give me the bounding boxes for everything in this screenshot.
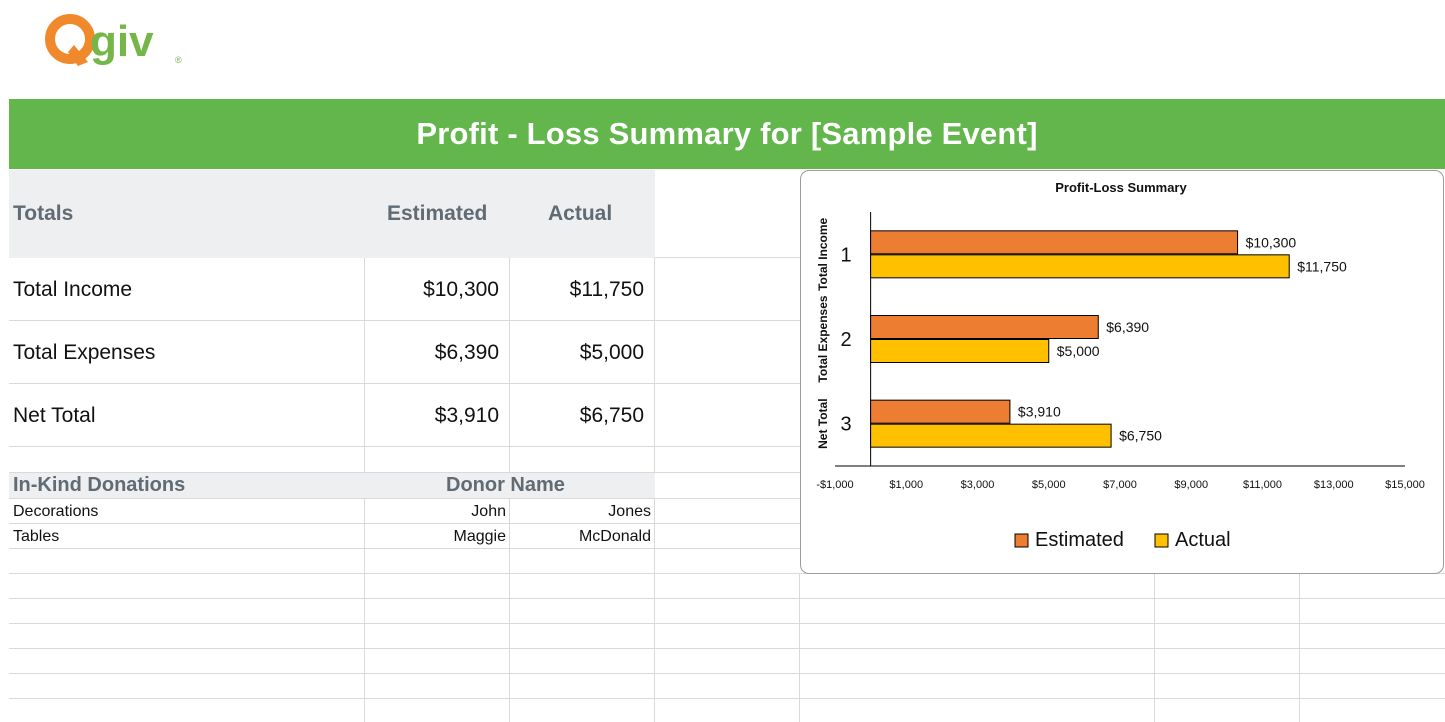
inkind-item-decorations[interactable]: Decorations [13, 503, 99, 520]
row-label-net-total[interactable]: Net Total [13, 404, 96, 427]
legend-swatch-actual [1154, 533, 1169, 548]
x-tick-label: $1,000 [889, 479, 923, 491]
bar-actual-2 [870, 339, 1050, 363]
total-income-estimated[interactable]: $10,300 [423, 278, 499, 301]
row-label-total-income[interactable]: Total Income [13, 278, 133, 301]
legend-swatch-estimated [1014, 533, 1029, 548]
x-tick-label: $5,000 [1032, 479, 1066, 491]
data-label: $6,390 [1106, 319, 1149, 335]
donor-last-name[interactable]: McDonald [578, 528, 651, 545]
data-label: $6,750 [1119, 428, 1162, 444]
donor-last-name[interactable]: Jones [608, 503, 651, 520]
legend-label-estimated: Estimated [1035, 529, 1124, 551]
x-tick-label: $3,000 [961, 479, 995, 491]
bar-estimated-1 [870, 230, 1239, 255]
category-axis-label: Net Total [816, 398, 830, 448]
logo-q-tail [68, 45, 88, 66]
total-expenses-estimated[interactable]: $6,390 [434, 341, 499, 364]
data-label: $5,000 [1057, 343, 1100, 359]
total-income-actual[interactable]: $11,750 [569, 278, 644, 301]
logo-q-ring [45, 14, 95, 64]
inkind-item-tables[interactable]: Tables [13, 528, 60, 545]
donor-first-name[interactable]: Maggie [453, 528, 506, 545]
totals-header-label: Totals [13, 202, 74, 225]
x-tick-label: $9,000 [1174, 479, 1208, 491]
x-tick-label: $7,000 [1103, 479, 1137, 491]
summary-banner: Profit - Loss Summary for [Sample Event] [9, 99, 1445, 169]
legend-label-actual: Actual [1175, 529, 1231, 551]
bar-actual-3 [870, 423, 1112, 448]
estimated-header: Estimated [387, 202, 488, 225]
chart-legend: Estimated Actual [1014, 529, 1231, 551]
bar-actual-1 [870, 254, 1290, 279]
category-tick-label: 1 [840, 244, 851, 266]
data-label: $3,910 [1018, 404, 1061, 420]
net-total-estimated[interactable]: $3,910 [434, 404, 499, 427]
profit-loss-chart[interactable]: Profit-Loss Summary -$1,000 $1,000 $3,000 $… [800, 170, 1445, 575]
data-label: $11,750 [1297, 258, 1347, 274]
x-tick-label: -$1,000 [816, 479, 853, 491]
inkind-header-label: In-Kind Donations [13, 474, 186, 496]
total-expenses-actual[interactable]: $5,000 [579, 341, 644, 364]
donor-first-name[interactable]: John [471, 503, 506, 520]
x-tick-label: $13,000 [1314, 479, 1354, 491]
logo-registered-mark: ® [175, 55, 182, 65]
chart-plot-area: -$1,000 $1,000 $3,000 $5,000 $7,000 $9,000 $11… [816, 212, 1425, 491]
net-total-actual[interactable]: $6,750 [579, 404, 644, 427]
qgiv-logo: giv ® [45, 14, 182, 66]
category-axis-label: Total Income [816, 217, 830, 290]
category-axis-label: Total Expenses [816, 295, 830, 382]
category-tick-label: 2 [840, 329, 851, 351]
totals-header-row [9, 170, 655, 258]
chart-title: Profit-Loss Summary [1055, 180, 1187, 195]
category-tick-label: 3 [840, 414, 851, 436]
inkind-header-row [9, 473, 655, 498]
actual-header: Actual [548, 202, 613, 225]
banner-title: Profit - Loss Summary for [Sample Event] [416, 116, 1038, 151]
donor-name-header: Donor Name [446, 474, 565, 496]
bar-estimated-3 [870, 399, 1011, 424]
bar-estimated-2 [870, 315, 1099, 339]
logo-wordmark: giv [90, 17, 154, 66]
data-label: $10,300 [1246, 234, 1297, 250]
x-tick-label: $11,000 [1243, 479, 1282, 491]
x-tick-label: $15,000 [1385, 479, 1425, 491]
row-label-total-expenses[interactable]: Total Expenses [13, 341, 156, 364]
